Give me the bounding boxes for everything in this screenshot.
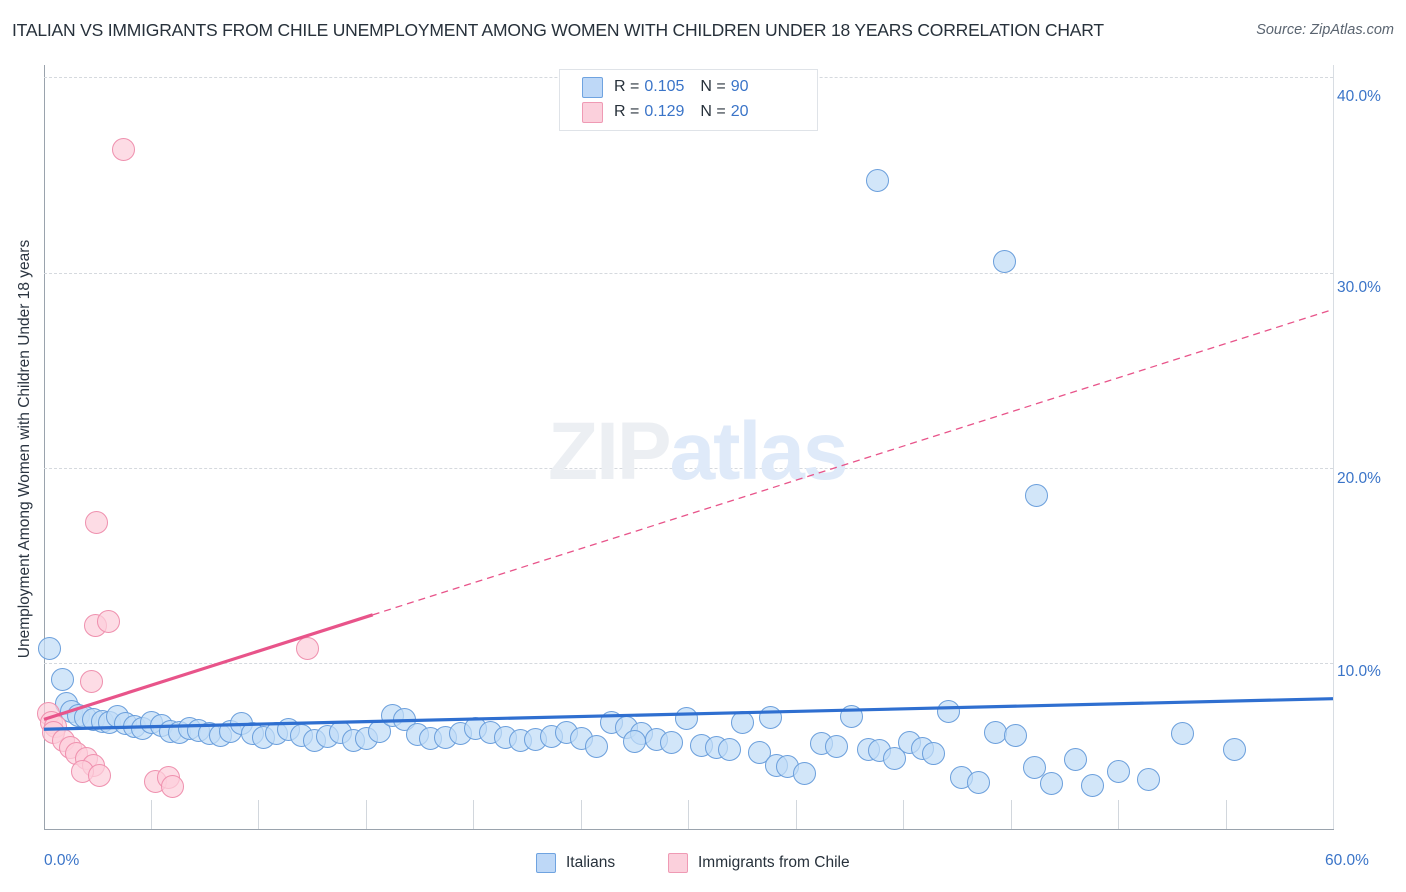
legend-swatch-chile bbox=[582, 101, 603, 123]
x-tick bbox=[1118, 800, 1119, 829]
scatter-point-italians bbox=[1106, 759, 1130, 783]
x-tick bbox=[473, 800, 474, 829]
scatter-point-italians bbox=[1003, 724, 1027, 748]
bottom-legend-swatch-italians bbox=[536, 853, 556, 873]
plot-right-border bbox=[1333, 65, 1334, 829]
y-tick-label-10: 10.0% bbox=[1337, 663, 1381, 680]
scatter-point-chile bbox=[96, 609, 120, 633]
scatter-point-italians bbox=[1136, 768, 1160, 792]
legend-row-italians: R = 0.105 N = 90 bbox=[582, 74, 749, 100]
scatter-point-italians bbox=[717, 737, 741, 761]
bottom-legend-chile[interactable]: Immigrants from Chile bbox=[668, 851, 850, 875]
x-tick bbox=[581, 800, 582, 829]
scatter-point-italians bbox=[992, 250, 1016, 274]
bottom-legend-swatch-chile bbox=[668, 853, 688, 873]
scatter-point-chile bbox=[111, 137, 135, 161]
gridline-30 bbox=[44, 273, 1333, 274]
correlation-legend: R = 0.105 N = 90 R = 0.129 N = 20 bbox=[559, 69, 818, 131]
scatter-point-italians bbox=[50, 668, 74, 692]
scatter-point-chile bbox=[85, 511, 109, 534]
scatter-point-italians bbox=[659, 731, 683, 755]
scatter-point-italians bbox=[37, 636, 61, 660]
scatter-point-italians bbox=[1025, 484, 1049, 508]
x-tick bbox=[796, 800, 797, 829]
watermark-atlas: atlas bbox=[669, 406, 849, 497]
bottom-legend-label-chile: Immigrants from Chile bbox=[698, 854, 850, 871]
legend-n-value-italians: 90 bbox=[730, 78, 749, 95]
gridline-10 bbox=[44, 663, 1333, 664]
scatter-point-italians bbox=[1222, 738, 1246, 762]
x-tick-label-max: 60.0% bbox=[1325, 852, 1369, 869]
source-label: Source: ZipAtlas.com bbox=[1256, 22, 1394, 38]
legend-r-label-chile: R = bbox=[614, 103, 640, 120]
page-title: ITALIAN VS IMMIGRANTS FROM CHILE UNEMPLO… bbox=[12, 20, 1104, 40]
y-axis-title: Unemployment Among Women with Children U… bbox=[16, 239, 33, 659]
scatter-point-italians bbox=[1171, 722, 1195, 746]
x-tick bbox=[258, 800, 259, 829]
scatter-point-italians bbox=[840, 705, 864, 729]
scatter-point-italians bbox=[623, 730, 647, 754]
legend-r-label-italians: R = bbox=[614, 78, 640, 95]
legend-r-value-italians: 0.105 bbox=[644, 78, 685, 95]
y-tick-label-30: 30.0% bbox=[1337, 279, 1381, 296]
trend-line-chile-dashed bbox=[372, 308, 1334, 616]
scatter-point-italians bbox=[674, 706, 698, 730]
scatter-point-italians bbox=[747, 741, 771, 765]
scatter-point-italians bbox=[967, 770, 991, 794]
legend-n-label-italians: N = bbox=[700, 78, 726, 95]
scatter-point-italians bbox=[730, 710, 754, 734]
scatter-point-italians bbox=[883, 747, 907, 771]
x-tick bbox=[688, 800, 689, 829]
scatter-point-italians bbox=[584, 734, 608, 758]
x-tick bbox=[1011, 800, 1012, 829]
scatter-point-italians bbox=[1063, 748, 1087, 772]
legend-r-value-chile: 0.129 bbox=[644, 103, 685, 120]
scatter-point-italians bbox=[1040, 771, 1064, 795]
x-axis-line bbox=[44, 829, 1334, 830]
scatter-point-italians bbox=[866, 168, 890, 192]
scatter-point-italians bbox=[1080, 774, 1104, 798]
scatter-point-italians bbox=[1022, 756, 1046, 780]
x-tick-label-min: 0.0% bbox=[44, 852, 80, 869]
scatter-point-italians bbox=[936, 699, 960, 723]
x-tick bbox=[1226, 800, 1227, 829]
legend-n-label-chile: N = bbox=[700, 103, 726, 120]
legend-n-value-chile: 20 bbox=[730, 103, 749, 120]
x-tick bbox=[903, 800, 904, 829]
scatter-point-chile bbox=[295, 636, 319, 660]
watermark-zip: ZIP bbox=[548, 406, 672, 497]
scatter-point-italians bbox=[825, 734, 849, 758]
scatter-point-italians bbox=[921, 741, 945, 765]
y-tick-label-40: 40.0% bbox=[1337, 88, 1381, 105]
legend-row-chile: R = 0.129 N = 20 bbox=[582, 99, 749, 125]
scatter-point-chile bbox=[79, 670, 103, 694]
scatter-point-italians bbox=[758, 706, 782, 730]
bottom-legend-italians[interactable]: Italians bbox=[536, 851, 615, 875]
y-tick-label-20: 20.0% bbox=[1337, 470, 1381, 487]
scatter-point-italians bbox=[793, 761, 816, 785]
legend-swatch-italians bbox=[582, 76, 603, 98]
bottom-legend-label-italians: Italians bbox=[566, 854, 616, 871]
y-axis-line bbox=[44, 65, 45, 829]
x-tick bbox=[366, 800, 367, 829]
watermark: ZIPatlas bbox=[548, 405, 849, 499]
scatter-point-chile bbox=[161, 775, 185, 799]
scatter-point-chile bbox=[88, 764, 112, 788]
x-tick bbox=[151, 800, 152, 829]
